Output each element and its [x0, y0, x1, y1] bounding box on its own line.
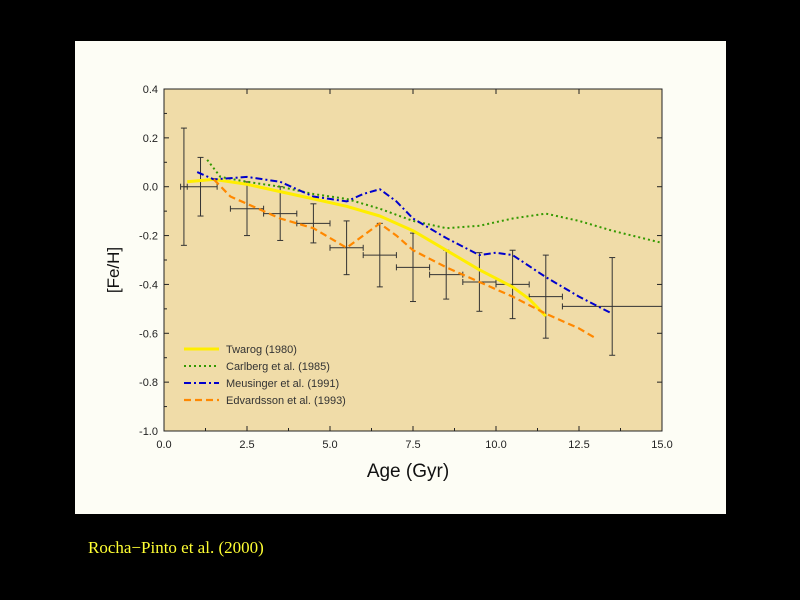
series-line-4: [213, 178, 597, 340]
x-tick-label: 7.5: [405, 439, 420, 451]
legend-entry: Edvardsson et al. (1993): [226, 395, 346, 407]
x-tick-label: 15.0: [651, 439, 672, 451]
error-bar: [183, 156, 218, 217]
series-lines: [187, 159, 663, 340]
x-tick-label: 0.0: [156, 439, 171, 451]
legend-entry: Twarog (1980): [226, 344, 297, 356]
y-tick-label: -0.2: [139, 231, 158, 243]
series-line-3: [196, 171, 613, 315]
axis-ticks: 0.0 2.5 5.0 7.5 10.0 12.5 15.0 0.4 0.2 0.0 -0.2 -0.…: [139, 84, 673, 451]
x-tick-label: 12.5: [568, 439, 589, 451]
citation-caption: Rocha−Pinto et al. (2000): [88, 538, 264, 557]
x-axis-label: Age (Gyr): [367, 461, 449, 482]
y-tick-label: 0.4: [143, 84, 158, 96]
x-tick-label: 5.0: [322, 439, 337, 451]
chart: 0.0 2.5 5.0 7.5 10.0 12.5 15.0 0.4 0.2 0.0 -0.2 -0.…: [104, 84, 673, 482]
error-bar: [495, 249, 530, 320]
error-bar: [429, 249, 464, 300]
error-bar: [296, 203, 331, 244]
legend-entry: Meusinger et al. (1991): [226, 378, 339, 390]
y-tick-label: -0.4: [139, 279, 158, 291]
plot-frame: [163, 88, 663, 432]
error-bar: [329, 220, 364, 276]
y-tick-label: -1.0: [139, 426, 158, 438]
y-tick-label: -0.6: [139, 328, 158, 340]
series-line-1: [187, 177, 547, 318]
x-tick-label: 10.0: [485, 439, 506, 451]
y-tick-label: 0.0: [143, 182, 158, 194]
y-tick-label: -0.8: [139, 377, 158, 389]
x-tick-label: 2.5: [239, 439, 254, 451]
legend: Twarog (1980) Carlberg et al. (1985) Meusi…: [184, 344, 346, 407]
y-tick-label: 0.2: [143, 133, 158, 145]
legend-entry: Carlberg et al. (1985): [226, 361, 330, 373]
figure-panel: 0.0 2.5 5.0 7.5 10.0 12.5 15.0 0.4 0.2 0.0 -0.2 -0.…: [75, 41, 726, 514]
y-axis-label: [Fe/H]: [104, 247, 123, 293]
